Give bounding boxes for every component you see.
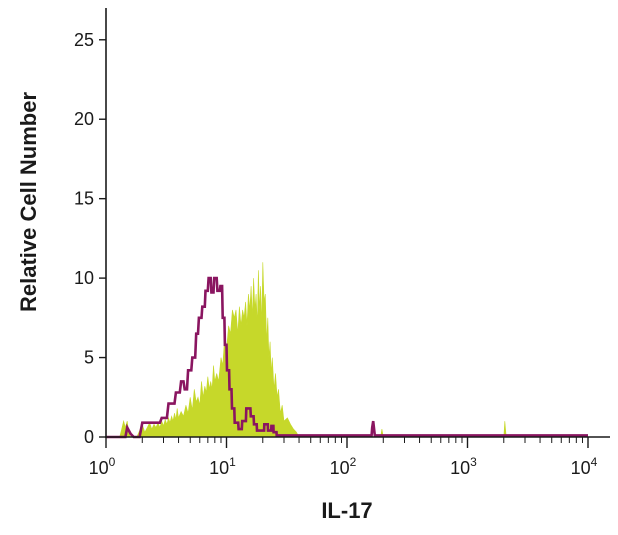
x-tick-label: 104 xyxy=(571,455,598,478)
x-tick-label: 100 xyxy=(89,455,116,478)
x-tick-label: 102 xyxy=(330,455,357,478)
axes-layer: 0 5 10 15 20 25 100 101 102 103 104 xyxy=(74,8,610,478)
y-axis-label: Relative Cell Number xyxy=(16,92,41,313)
y-tick-label: 15 xyxy=(74,189,94,209)
y-tick-label: 20 xyxy=(74,109,94,129)
y-tick-label: 5 xyxy=(84,348,94,368)
series-1-outline-histogram xyxy=(106,276,588,439)
y-tick-label: 25 xyxy=(74,30,94,50)
x-axis-label: IL-17 xyxy=(321,498,372,523)
series-0-filled-histogram xyxy=(106,262,588,438)
x-tick-label: 101 xyxy=(209,455,236,478)
y-tick-label: 0 xyxy=(84,427,94,447)
x-tick-label: 103 xyxy=(450,455,477,478)
series-layer xyxy=(106,262,588,439)
y-tick-label: 10 xyxy=(74,268,94,288)
